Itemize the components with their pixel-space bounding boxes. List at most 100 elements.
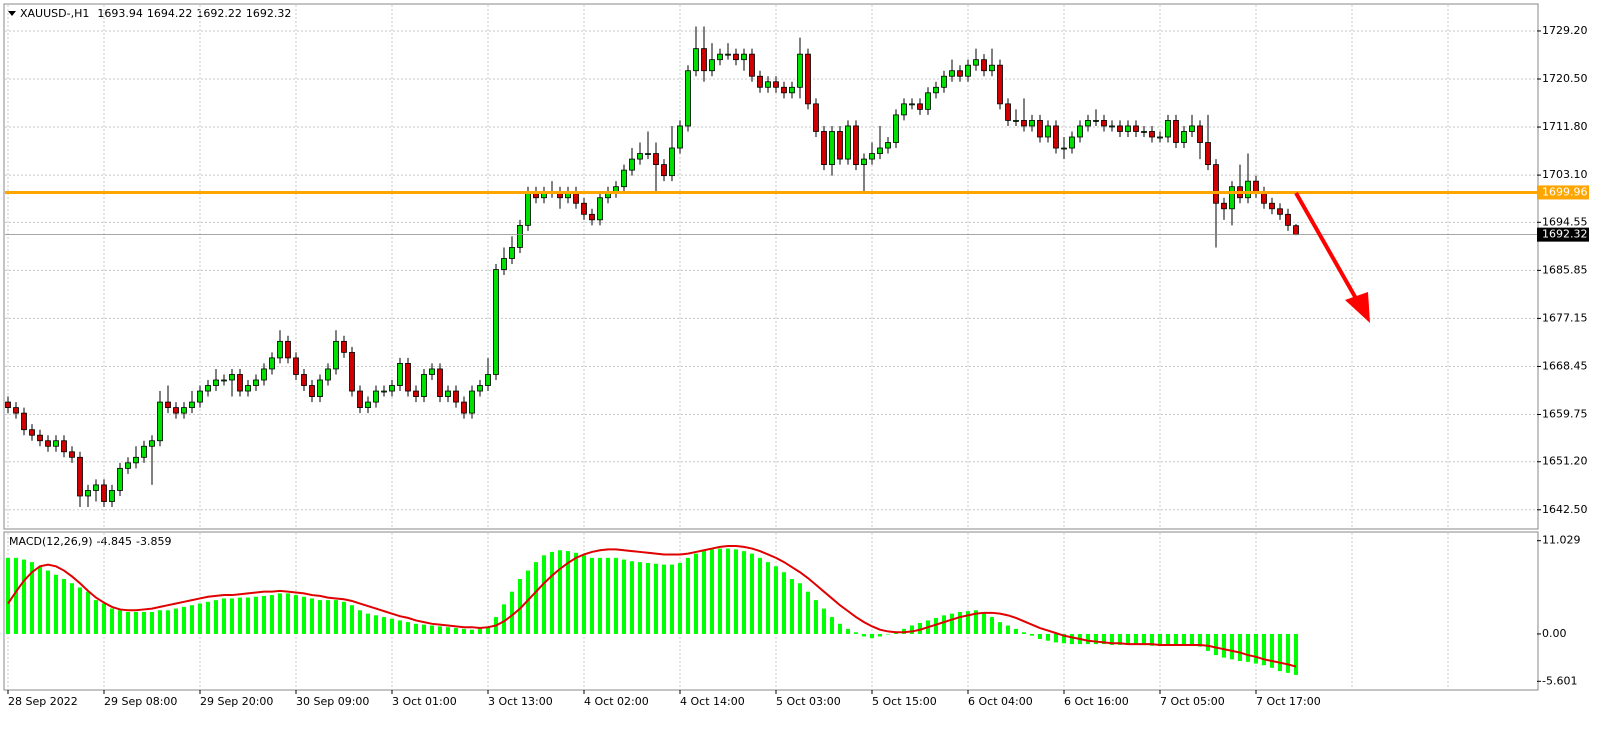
macd-bar xyxy=(502,604,506,634)
macd-bar xyxy=(774,566,778,634)
candle xyxy=(117,462,123,496)
candle-body xyxy=(589,213,595,221)
candle xyxy=(733,48,739,66)
candle-body xyxy=(181,407,187,414)
macd-bar xyxy=(934,617,938,634)
candle-body xyxy=(77,456,83,497)
macd-bar xyxy=(1238,633,1242,662)
candle-body xyxy=(197,390,203,403)
macd-bar xyxy=(838,623,842,634)
candle xyxy=(77,451,83,508)
candle xyxy=(365,396,371,414)
candle xyxy=(829,125,835,176)
candle-body xyxy=(1013,120,1019,122)
macd-bar xyxy=(150,611,154,634)
candle-body xyxy=(693,48,699,72)
candle-body xyxy=(421,374,427,397)
candle xyxy=(1109,120,1115,132)
macd-bar xyxy=(38,566,42,634)
macd-bar xyxy=(662,564,666,634)
candle-body xyxy=(1293,225,1299,236)
candle-body xyxy=(973,59,979,66)
macd-bar xyxy=(358,610,362,634)
candle-body xyxy=(1133,125,1139,132)
macd-bar xyxy=(1070,633,1074,645)
candle xyxy=(965,59,971,82)
macd-bar xyxy=(1126,633,1130,645)
candle-body xyxy=(749,53,755,77)
candle-body xyxy=(1181,131,1187,143)
macd-bar xyxy=(390,618,394,634)
candle xyxy=(717,48,723,66)
candle-body xyxy=(821,131,827,166)
candle xyxy=(421,368,427,403)
candle xyxy=(45,435,51,452)
candle-body xyxy=(909,103,915,106)
candle xyxy=(61,435,67,458)
candle xyxy=(581,197,587,220)
level-label-box xyxy=(1537,185,1589,200)
macd-bar xyxy=(214,600,218,634)
candle-body xyxy=(1005,103,1011,121)
macd-bar xyxy=(654,563,658,634)
macd-bar xyxy=(678,562,682,634)
candle-body xyxy=(1061,147,1067,150)
x-tick-label: 30 Sep 09:00 xyxy=(296,695,369,708)
candle xyxy=(341,335,347,358)
candle-body xyxy=(981,59,987,72)
macd-bar xyxy=(286,593,290,634)
candle-body xyxy=(365,401,371,409)
candle-body xyxy=(221,379,227,382)
candle xyxy=(269,352,275,375)
candle-body xyxy=(581,202,587,215)
candle-body xyxy=(669,147,675,177)
candle-body xyxy=(677,125,683,149)
macd-bar xyxy=(1174,633,1178,646)
macd-bar xyxy=(582,555,586,634)
candle xyxy=(773,76,779,93)
candle-body xyxy=(133,456,139,464)
candle-body xyxy=(717,53,723,61)
candle xyxy=(637,142,643,165)
macd-bar xyxy=(430,625,434,634)
candle xyxy=(973,48,979,71)
candle xyxy=(1069,131,1075,154)
candle-body xyxy=(429,368,435,375)
candle-body xyxy=(781,86,787,94)
macd-bar xyxy=(1054,633,1058,643)
x-tick-label: 5 Oct 03:00 xyxy=(776,695,841,708)
y-tick-label: 1729.20 xyxy=(1542,24,1588,37)
candle xyxy=(837,125,843,165)
macd-bar xyxy=(70,583,74,634)
candle-body xyxy=(1221,202,1227,210)
candle-body xyxy=(653,153,659,166)
macd-bar xyxy=(566,551,570,634)
macd-bar xyxy=(342,601,346,634)
candle xyxy=(853,120,859,171)
macd-bar xyxy=(78,587,82,634)
candle xyxy=(253,374,259,392)
macd-bar xyxy=(1246,633,1250,662)
candle xyxy=(869,142,875,165)
candle xyxy=(1173,114,1179,149)
macd-bar xyxy=(830,617,834,634)
menu-triangle[interactable] xyxy=(8,11,16,16)
x-tick-label: 6 Oct 16:00 xyxy=(1064,695,1129,708)
candle xyxy=(1101,114,1107,132)
x-tick-label: 29 Sep 08:00 xyxy=(104,695,177,708)
macd-bar xyxy=(622,559,626,634)
macd-bar xyxy=(982,611,986,634)
candle xyxy=(1021,98,1027,132)
candle-body xyxy=(333,340,339,370)
candle-body xyxy=(813,103,819,132)
macd-bar xyxy=(1142,633,1146,645)
macd-bar xyxy=(190,605,194,634)
macd-bar xyxy=(366,613,370,634)
candle-body xyxy=(1277,208,1283,215)
macd-bar xyxy=(1278,633,1282,672)
candle-body xyxy=(373,390,379,403)
macd-header: MACD(12,26,9) -4.845 -3.859 xyxy=(9,535,171,548)
candle xyxy=(781,81,787,99)
x-tick-label: 29 Sep 20:00 xyxy=(200,695,273,708)
candle xyxy=(133,446,139,469)
